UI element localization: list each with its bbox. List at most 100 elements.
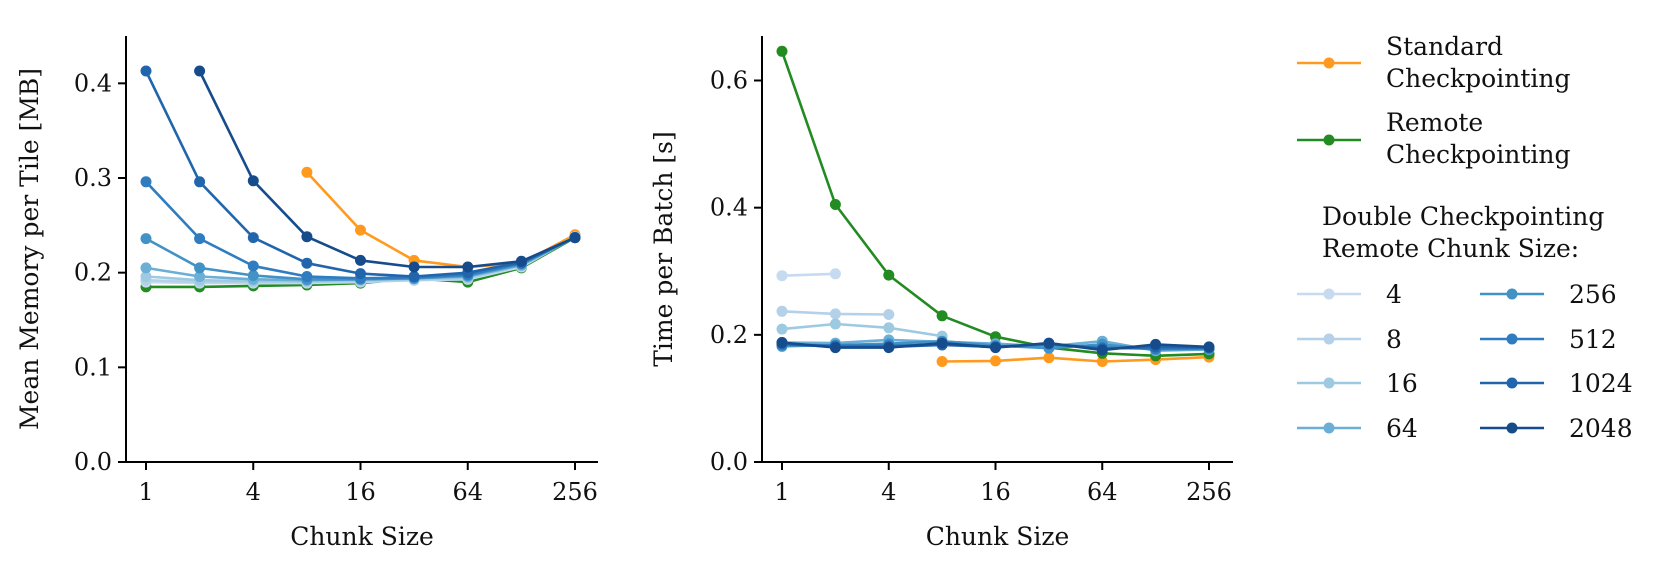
data-point xyxy=(194,233,206,245)
legend-handle-2048 xyxy=(1480,422,1544,434)
legend-marker xyxy=(1323,377,1335,389)
data-point xyxy=(829,268,841,280)
series-line xyxy=(305,171,576,269)
data-point xyxy=(1203,341,1215,353)
data-point xyxy=(301,257,313,269)
y-axis-label: Time per Batch [s] xyxy=(649,131,678,367)
memory-chart: 0.0 0.1 0.2 0.3 0.4 1 4 16 64 256 Chunk Size Mean M… xyxy=(15,36,598,551)
legend-handle-standard-checkpointing xyxy=(1297,57,1361,69)
data-point xyxy=(462,261,474,273)
legend-title-line1: Double Checkpointing xyxy=(1322,202,1604,231)
data-point xyxy=(355,268,366,280)
series-line xyxy=(144,70,576,278)
legend-marker xyxy=(1506,288,1518,300)
legend-label-256: 256 xyxy=(1569,280,1617,309)
data-point xyxy=(776,337,788,348)
data-point xyxy=(936,310,948,322)
data-point xyxy=(1043,352,1055,364)
legend-handle-8 xyxy=(1297,333,1361,345)
y-tick-label: 0.3 xyxy=(74,164,112,192)
data-point xyxy=(247,260,259,272)
legend-marker xyxy=(1323,57,1335,69)
data-point xyxy=(140,271,152,282)
x-tick-label: 256 xyxy=(552,478,598,506)
data-point xyxy=(1150,338,1162,350)
legend-label-4: 4 xyxy=(1386,280,1402,309)
data-point xyxy=(140,233,152,245)
legend-label-64: 64 xyxy=(1386,414,1418,443)
data-point xyxy=(883,309,895,320)
y-tick-label: 0.6 xyxy=(710,67,748,95)
y-tick-label: 0.4 xyxy=(74,69,112,97)
legend-title-line2: Remote Chunk Size: xyxy=(1322,234,1579,263)
legend-label-remote-checkpointing-line2: Checkpointing xyxy=(1386,140,1570,169)
time-chart: 0.0 0.2 0.4 0.6 1 4 16 64 256 Chunk Size Time per … xyxy=(649,36,1233,551)
data-point xyxy=(883,342,895,354)
legend-label-512: 512 xyxy=(1569,325,1617,354)
x-tick-label: 64 xyxy=(452,478,483,506)
data-point xyxy=(301,271,313,282)
x-tick-label: 1 xyxy=(138,478,153,506)
x-tick-label: 1 xyxy=(774,478,789,506)
series-4 xyxy=(776,268,841,282)
data-point xyxy=(990,342,1001,354)
series-line xyxy=(198,70,576,269)
legend-label-remote-checkpointing-line1: Remote xyxy=(1386,108,1483,137)
legend-marker xyxy=(1323,288,1335,300)
data-point xyxy=(776,305,788,317)
legend-handle-remote-checkpointing xyxy=(1297,134,1361,146)
data-point xyxy=(829,318,841,330)
x-tick-label: 4 xyxy=(246,478,261,506)
data-point xyxy=(829,308,841,320)
series-8 xyxy=(776,305,895,320)
legend-marker xyxy=(1506,377,1518,389)
data-point xyxy=(247,270,259,281)
data-point xyxy=(776,45,788,57)
legend: Standard Checkpointing Remote Checkpointing… xyxy=(1297,32,1633,443)
data-point xyxy=(936,337,948,349)
y-tick-label: 0.1 xyxy=(74,353,112,381)
legend-handle-4 xyxy=(1297,288,1361,300)
data-point xyxy=(569,232,581,244)
data-point xyxy=(1096,356,1108,367)
data-point xyxy=(408,271,420,282)
data-point xyxy=(140,65,152,77)
data-point xyxy=(776,270,788,282)
legend-handle-1024 xyxy=(1480,377,1544,389)
data-point xyxy=(829,199,841,210)
data-point xyxy=(883,322,895,334)
legend-label-1024: 1024 xyxy=(1569,369,1633,398)
data-point xyxy=(1096,344,1108,356)
series-line xyxy=(781,322,943,338)
legend-handle-256 xyxy=(1480,288,1544,300)
data-point xyxy=(194,271,206,282)
y-tick-label: 0.0 xyxy=(74,448,112,476)
legend-label-standard-checkpointing-line2: Checkpointing xyxy=(1386,64,1570,93)
x-tick-label: 16 xyxy=(980,478,1011,506)
data-point xyxy=(194,262,206,274)
y-axis-label: Mean Memory per Tile [MB] xyxy=(15,68,44,430)
series-16 xyxy=(776,318,948,342)
data-point xyxy=(1043,337,1055,349)
legend-marker xyxy=(1323,134,1335,146)
legend-label-standard-checkpointing-line1: Standard xyxy=(1386,32,1503,61)
data-point xyxy=(355,254,366,266)
x-axis-label: Chunk Size xyxy=(290,522,434,551)
data-point xyxy=(408,261,420,273)
series-2048 xyxy=(194,65,581,273)
legend-marker xyxy=(1323,422,1335,434)
legend-label-8: 8 xyxy=(1386,325,1402,354)
series-line xyxy=(780,50,1210,358)
data-point xyxy=(990,355,1001,367)
data-point xyxy=(776,323,788,335)
data-point xyxy=(194,176,206,188)
legend-handle-512 xyxy=(1480,333,1544,345)
data-point xyxy=(936,356,948,367)
data-point xyxy=(301,231,313,243)
legend-marker xyxy=(1506,422,1518,434)
data-point xyxy=(194,65,206,77)
y-tick-label: 0.2 xyxy=(710,321,748,349)
data-point xyxy=(140,176,152,188)
legend-handle-16 xyxy=(1297,377,1361,389)
